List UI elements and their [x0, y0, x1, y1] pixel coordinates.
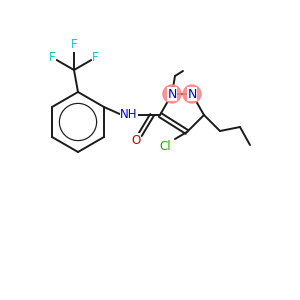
Text: O: O [131, 134, 141, 146]
Text: Cl: Cl [159, 140, 171, 154]
Circle shape [183, 85, 201, 103]
Text: NH: NH [120, 109, 138, 122]
Text: F: F [92, 51, 99, 64]
Circle shape [163, 85, 181, 103]
Text: N: N [187, 88, 197, 100]
Text: F: F [49, 51, 56, 64]
Text: F: F [71, 38, 77, 52]
Text: N: N [167, 88, 177, 100]
